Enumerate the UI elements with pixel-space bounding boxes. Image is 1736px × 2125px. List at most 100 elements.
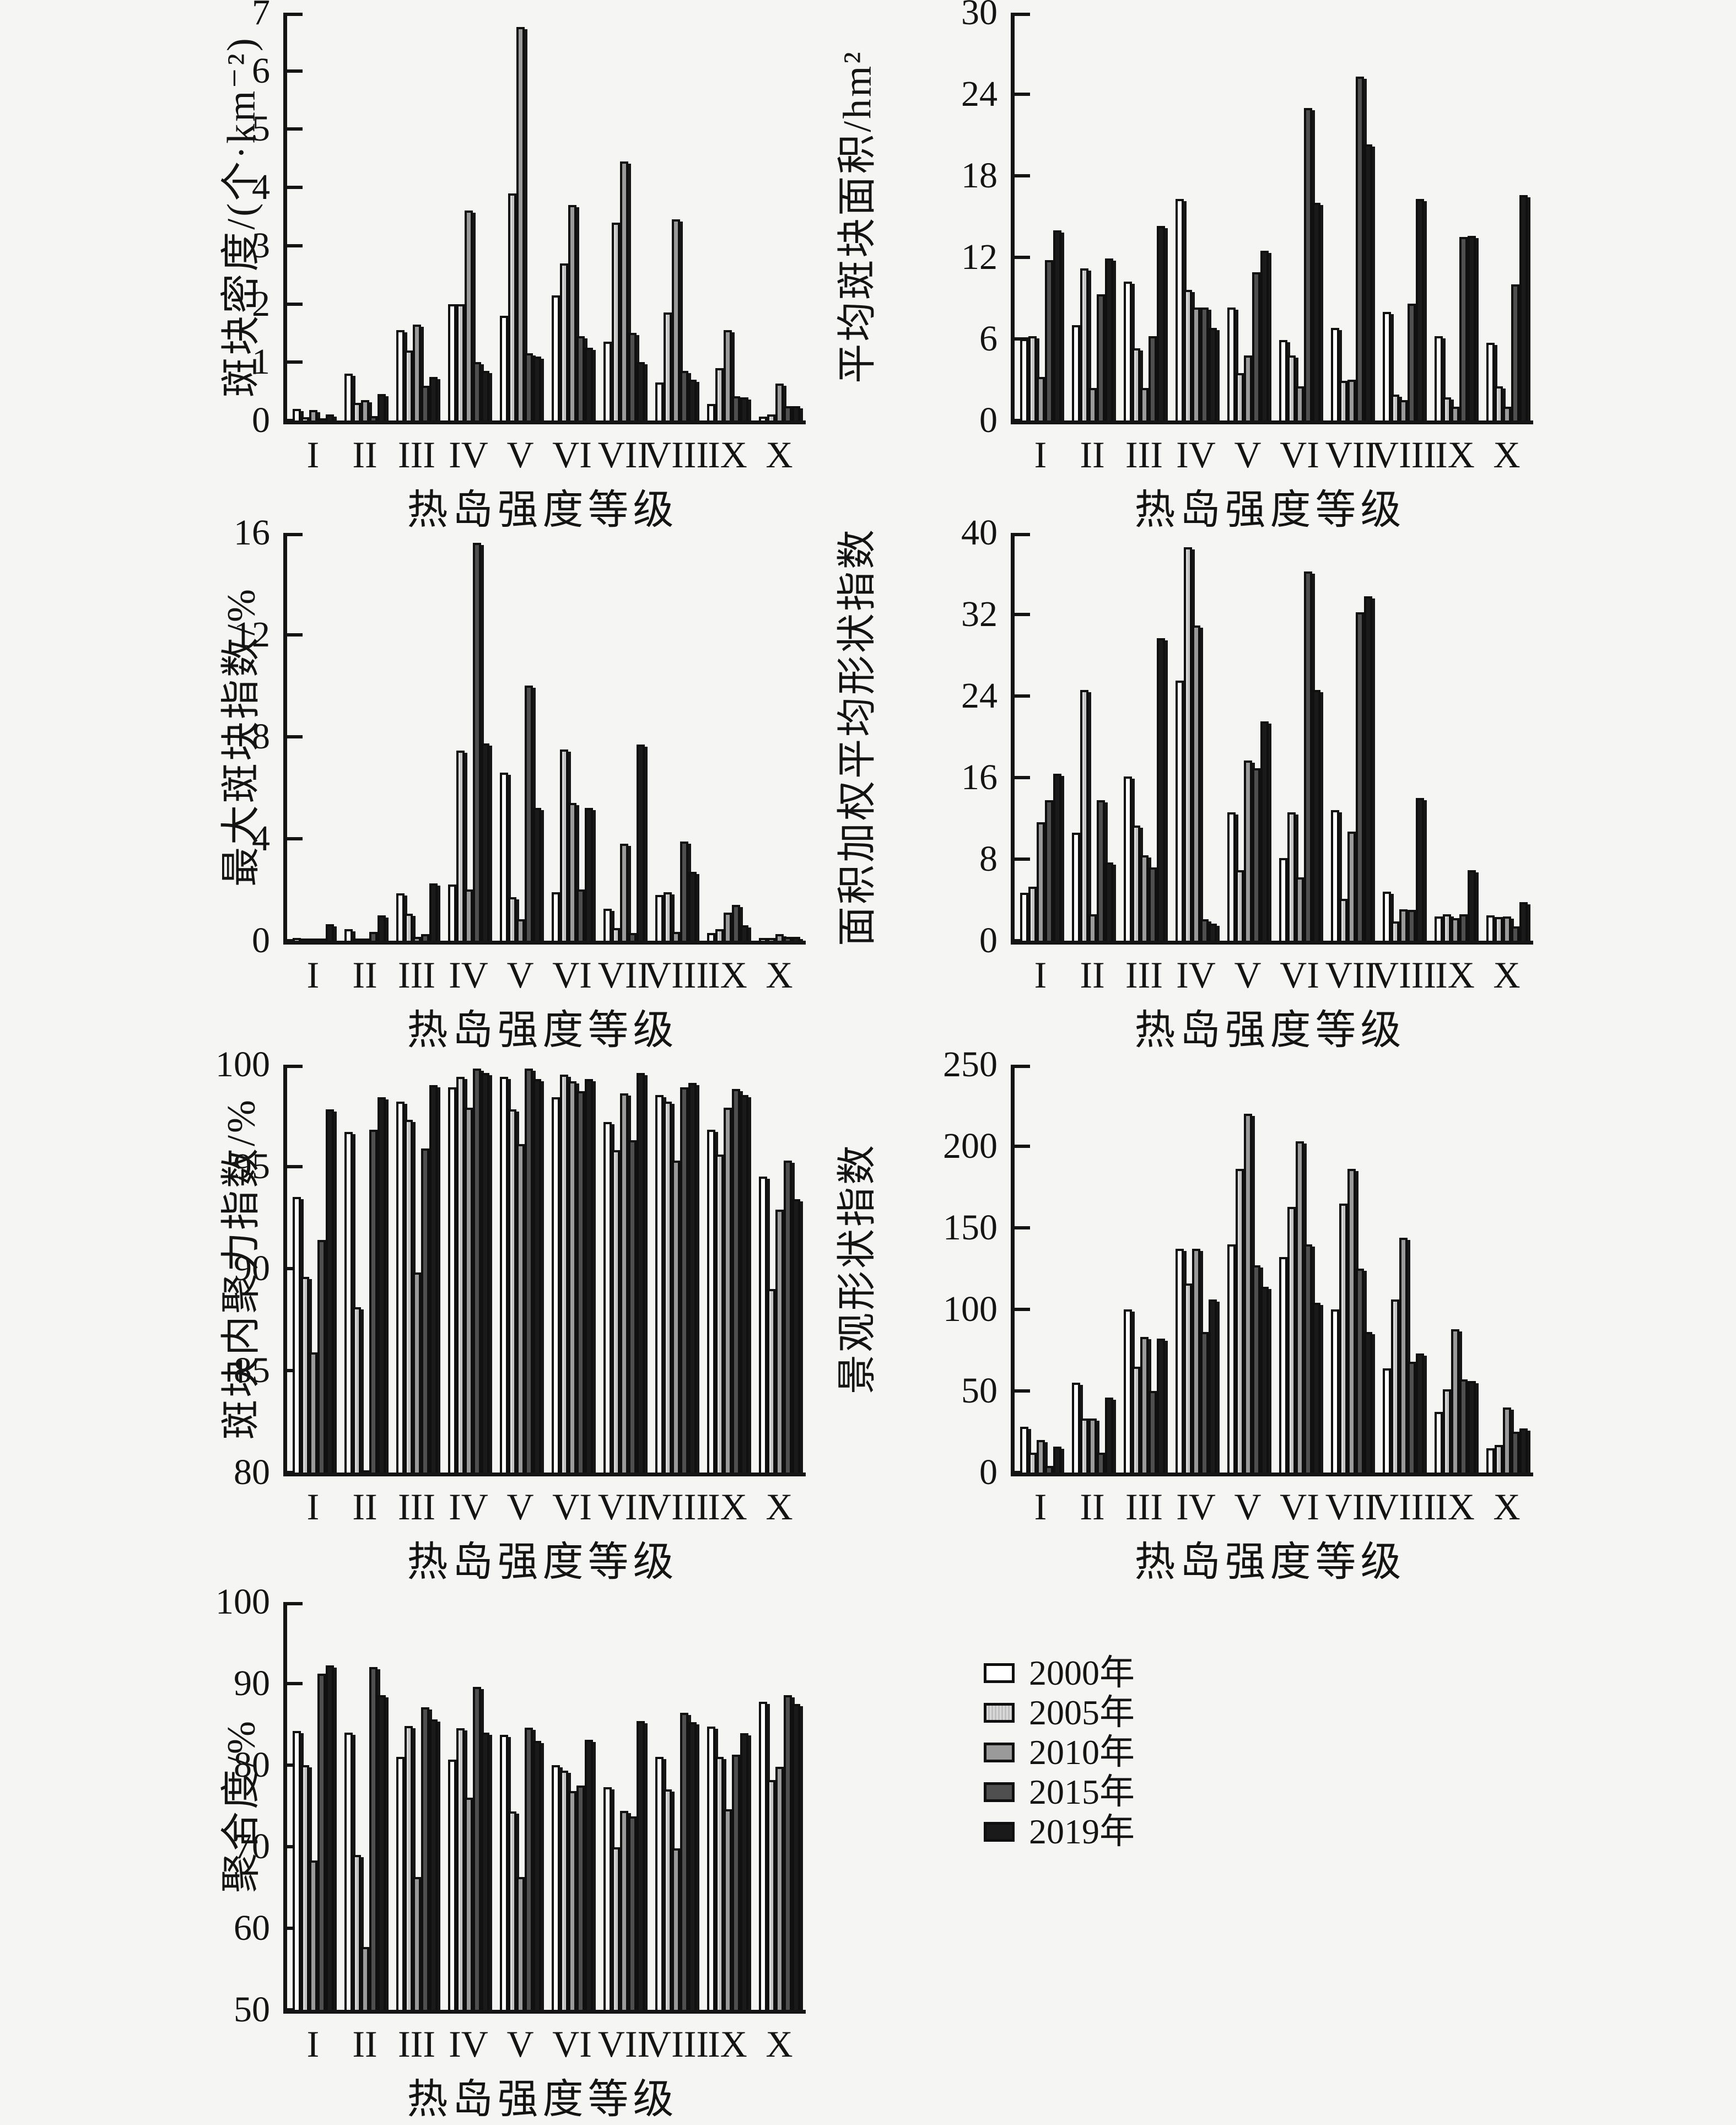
bar-2010年-VIII — [1399, 400, 1408, 420]
y-tick-label: 40 — [961, 513, 998, 553]
bar-2005年-I — [1028, 887, 1037, 941]
bar-2019年-X — [791, 1704, 800, 2010]
y-tick-mark — [287, 1065, 303, 1068]
y-tick-label: 50 — [234, 1989, 270, 2030]
y-tick-label: 90 — [234, 1248, 270, 1288]
y-tick-mark — [287, 13, 303, 16]
bar-2019年-X — [791, 1199, 800, 1473]
bar-group-III: III — [391, 1602, 443, 2063]
bar-2010年-IX — [723, 1108, 732, 1473]
bar-2005年-V — [508, 1109, 516, 1473]
bar-group-I: I — [1015, 1065, 1066, 1525]
bar-2019年-IX — [740, 925, 748, 941]
bar-2019年-II — [377, 915, 386, 941]
bar-2015年-X — [783, 1695, 792, 2010]
bar-2019年-I — [325, 414, 334, 420]
bar-2015年-X — [783, 1161, 792, 1473]
y-tick-label: 30 — [961, 0, 998, 33]
bar-2000年-VII — [603, 1787, 612, 2010]
x-tick-label: I — [306, 1486, 320, 1528]
bar-2005年-IV — [1183, 547, 1192, 941]
x-axis-title: 热岛强度等级 — [407, 1540, 678, 1585]
bar-group-III: III — [391, 1065, 443, 1525]
bar-2000年-IV — [448, 1087, 456, 1473]
bar-2019年-IX — [740, 1095, 748, 1473]
bar-2005年-X — [767, 414, 775, 420]
bar-2005年-II — [352, 1855, 361, 2010]
bar-2010年-II — [1088, 388, 1097, 420]
bar-2015年-VI — [1303, 1244, 1312, 1473]
y-tick-mark — [1015, 939, 1030, 942]
legend-label: 2019年 — [1029, 1812, 1135, 1851]
y-tick-mark — [1015, 613, 1030, 616]
x-axis-title: 热岛强度等级 — [1134, 1008, 1406, 1053]
y-tick-label: 12 — [234, 614, 270, 655]
y-tick-label: 24 — [961, 74, 998, 114]
bar-group-VIII: VIII — [644, 533, 709, 994]
bar-2019年-V — [1260, 251, 1269, 420]
chart-landscape-shape-index: 景观形状指数 I II III IV V VI VII VIII IX X 热岛强度等级 0 50 1… — [783, 1047, 1587, 1585]
y-tick-mark — [287, 533, 303, 536]
bar-2005年-VI — [1287, 812, 1296, 941]
bar-2019年-VIII — [688, 1722, 697, 2010]
bar-2000年-VI — [551, 892, 560, 941]
bar-2000年-V — [1227, 812, 1236, 941]
bar-2015年-I — [1044, 260, 1053, 420]
bar-2000年-IV — [448, 884, 456, 941]
x-tick-label: I — [1034, 954, 1047, 996]
bar-2000年-VIII — [655, 1757, 664, 2010]
bar-2005年-I — [300, 417, 309, 420]
bar-2000年-IX — [1434, 916, 1443, 941]
bar-2015年-VIII — [1407, 910, 1416, 941]
bar-2010年-VIII — [671, 219, 680, 420]
y-tick-label: 0 — [252, 920, 270, 961]
bar-2000年-VIII — [655, 382, 664, 420]
bar-2005年-IX — [715, 929, 724, 941]
bar-2010年-V — [516, 1144, 525, 1473]
y-tick-mark — [287, 419, 303, 422]
bar-2005年-X — [767, 938, 775, 941]
y-tick-label: 0 — [979, 1452, 998, 1492]
x-tick-label: VII — [1325, 434, 1378, 476]
bar-group-VI: VI — [546, 1065, 598, 1525]
x-tick-label: VII — [597, 954, 650, 996]
plot-area: I II III IV V VI VII VIII IX X — [1011, 13, 1533, 473]
bar-2015年-X — [1511, 284, 1519, 420]
bar-2005年-X — [767, 1289, 775, 1473]
x-tick-label: IV — [449, 434, 488, 476]
bar-2000年-II — [344, 929, 353, 941]
y-tick-mark — [1015, 1145, 1030, 1148]
bar-group-I: I — [287, 13, 339, 473]
bar-2000年-I — [1020, 1427, 1028, 1473]
bar-2019年-IV — [481, 371, 489, 420]
bar-2005年-IV — [1183, 290, 1192, 420]
bar-2010年-IX — [1451, 1329, 1459, 1473]
bar-2015年-X — [783, 937, 792, 941]
bar-2019年-III — [1156, 1339, 1165, 1473]
y-tick-label: 4 — [252, 818, 270, 859]
bar-2010年-VIII — [671, 1161, 680, 1473]
bar-2005年-VII — [611, 928, 620, 941]
bar-group-VII: VII — [1325, 13, 1377, 473]
bar-2019年-IV — [1208, 924, 1217, 941]
bar-2000年-VIII — [655, 895, 664, 941]
x-tick-label: VIII — [1372, 434, 1437, 476]
bar-2015年-VII — [1355, 612, 1364, 941]
bar-group-IV: IV — [443, 1602, 494, 2063]
x-tick-label: V — [506, 2023, 534, 2065]
x-tick-label: V — [506, 1486, 534, 1528]
plot-area: I II III IV V VI VII VIII IX X — [1011, 1065, 1533, 1525]
bar-2015年-V — [524, 1069, 533, 1473]
bar-2010年-VI — [568, 1081, 576, 1473]
bar-2005年-VI — [559, 1075, 568, 1473]
bar-2015年-III — [420, 1148, 429, 1473]
bar-2015年-X — [1511, 926, 1519, 941]
bar-2015年-V — [524, 686, 533, 941]
bar-2010年-III — [1140, 388, 1149, 420]
bar-2000年-X — [1486, 1448, 1495, 1473]
bar-2015年-VIII — [680, 842, 688, 941]
bar-2015年-VI — [576, 336, 585, 420]
bar-2019年-V — [532, 808, 541, 941]
bar-2005年-IV — [1183, 1283, 1192, 1473]
x-tick-label: VII — [1325, 954, 1378, 996]
